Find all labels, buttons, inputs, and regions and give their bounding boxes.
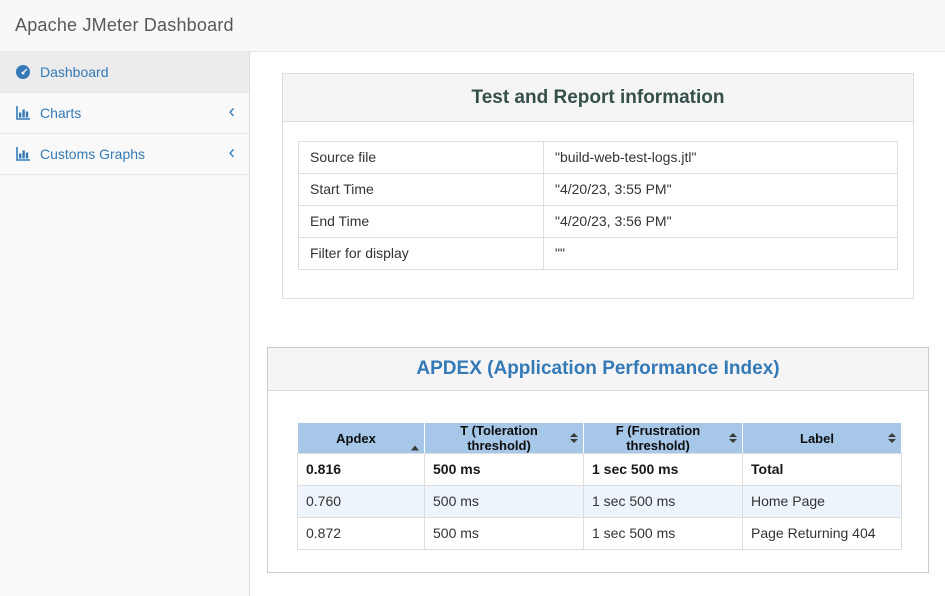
sidebar-item-dashboard[interactable]: Dashboard [0,52,249,93]
sort-both-icon [729,433,737,443]
toleration-value: 500 ms [424,485,584,518]
sidebar-item-label: Customs Graphs [40,146,146,162]
sidebar-item-charts[interactable]: Charts ‹ [0,93,249,134]
info-value: "4/20/23, 3:56 PM" [543,205,898,238]
apdex-value: 0.816 [297,453,425,486]
panel-heading: Test and Report information [283,74,913,122]
apdex-value: 0.760 [297,485,425,518]
info-value: "4/20/23, 3:55 PM" [543,173,898,206]
info-label: End Time [298,205,544,238]
main-content: Test and Report information Source file … [251,52,945,596]
chevron-left-icon: ‹ [228,142,235,164]
apdex-table: Apdex T (Toleration threshold) F (Frustr… [297,422,902,550]
label-value: Page Returning 404 [742,517,902,550]
test-report-info-panel: Test and Report information Source file … [282,73,914,299]
table-row: End Time "4/20/23, 3:56 PM" [298,205,898,238]
sidebar: Dashboard Charts ‹ Customs Graphs ‹ [0,52,250,596]
panel-title: APDEX (Application Performance Index) [416,358,780,379]
sort-both-icon [570,433,578,443]
dashboard-icon [15,64,31,80]
sort-asc-icon [411,430,419,451]
test-report-info-table: Source file "build-web-test-logs.jtl" St… [298,141,898,270]
panel-title: Test and Report information [471,86,725,108]
apdex-panel-body: Apdex T (Toleration threshold) F (Frustr… [268,391,928,550]
panel-heading: APDEX (Application Performance Index) [268,348,928,391]
sidebar-item-label: Charts [40,105,82,121]
sidebar-item-label: Dashboard [40,64,109,80]
bar-chart-icon [15,105,31,121]
sidebar-item-customs-graphs[interactable]: Customs Graphs ‹ [0,134,249,175]
toleration-value: 500 ms [424,453,584,486]
table-row: Start Time "4/20/23, 3:55 PM" [298,173,898,206]
bar-chart-icon [15,146,31,162]
table-row: Filter for display "" [298,237,898,270]
apdex-panel: APDEX (Application Performance Index) Ap… [267,347,929,573]
info-label: Source file [298,141,544,174]
table-row: 0.872 500 ms 1 sec 500 ms Page Returning… [297,517,902,550]
label-value: Total [742,453,902,486]
label-value: Home Page [742,485,902,518]
frustration-value: 1 sec 500 ms [583,485,743,518]
app-header: Apache JMeter Dashboard [0,0,945,52]
table-row: 0.816 500 ms 1 sec 500 ms Total [297,453,902,486]
table-header-row: Apdex T (Toleration threshold) F (Frustr… [297,422,902,454]
table-row: 0.760 500 ms 1 sec 500 ms Home Page [297,485,902,518]
column-header-toleration[interactable]: T (Toleration threshold) [424,422,584,454]
table-row: Source file "build-web-test-logs.jtl" [298,141,898,174]
sort-both-icon [888,433,896,443]
info-label: Filter for display [298,237,544,270]
app-title[interactable]: Apache JMeter Dashboard [15,15,234,35]
column-header-frustration[interactable]: F (Frustration threshold) [583,422,743,454]
column-header-label[interactable]: Label [742,422,902,454]
chevron-left-icon: ‹ [228,101,235,123]
info-value: "build-web-test-logs.jtl" [543,141,898,174]
frustration-value: 1 sec 500 ms [583,453,743,486]
toleration-value: 500 ms [424,517,584,550]
info-label: Start Time [298,173,544,206]
column-header-apdex[interactable]: Apdex [297,422,425,454]
info-value: "" [543,237,898,270]
apdex-value: 0.872 [297,517,425,550]
frustration-value: 1 sec 500 ms [583,517,743,550]
